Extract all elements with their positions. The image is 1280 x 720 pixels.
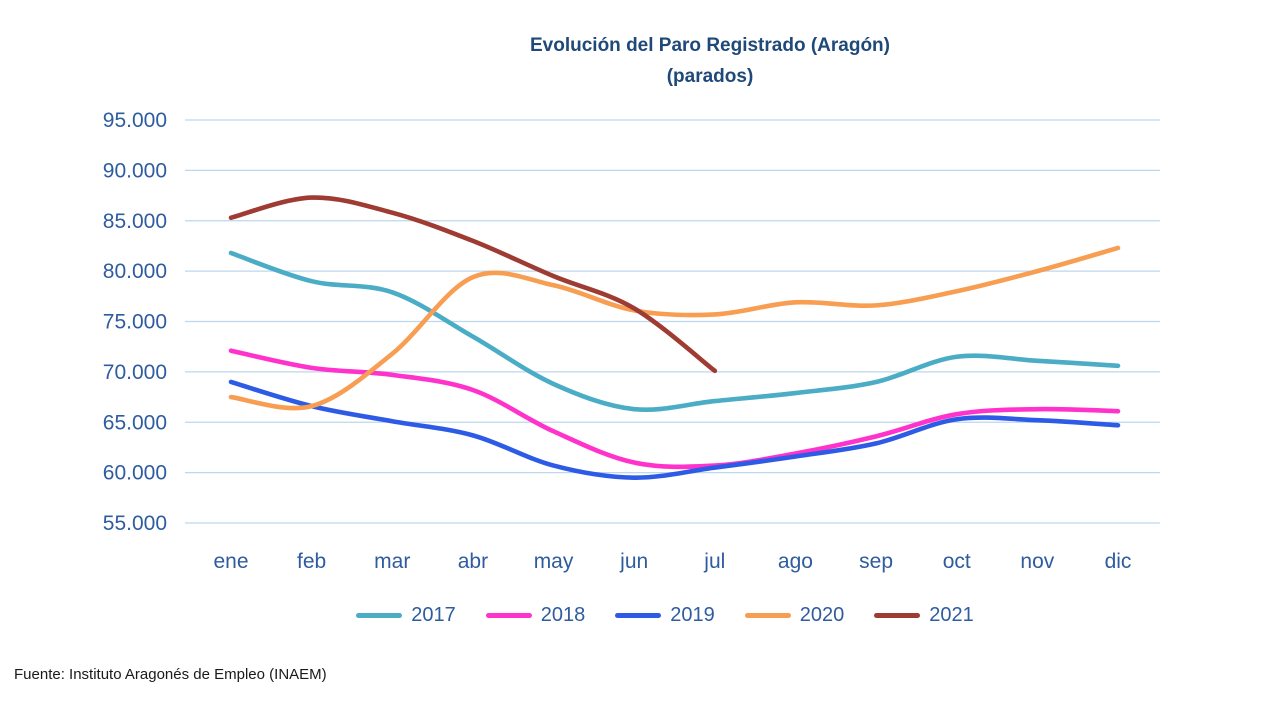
x-axis-label: abr <box>458 550 488 573</box>
y-axis-label: 55.000 <box>103 512 167 535</box>
chart-legend: 2017 2018 2019 2020 2021 <box>25 604 1280 627</box>
y-axis-label: 65.000 <box>103 411 167 434</box>
x-axis-label: ago <box>778 550 813 573</box>
x-axis-label: ene <box>213 550 248 573</box>
chart-title-line1: Evolución del Paro Registrado (Aragón) <box>530 35 890 56</box>
legend-swatch-2019 <box>615 613 662 618</box>
x-axis-label: feb <box>297 550 326 573</box>
series-line-2019 <box>228 379 1121 480</box>
legend-item-2018: 2018 <box>485 604 586 627</box>
chart-title: Evolución del Paro Registrado (Aragón) (… <box>0 30 1280 92</box>
legend-item-2020: 2020 <box>744 604 845 627</box>
x-axis-label: may <box>534 550 574 573</box>
series-line-2017 <box>228 250 1121 412</box>
y-axis-label: 80.000 <box>103 260 167 283</box>
series-line-2018 <box>228 348 1121 470</box>
legend-swatch-2020 <box>744 613 791 618</box>
series-line-2021 <box>228 195 718 374</box>
x-axis-label: jun <box>619 550 648 573</box>
x-axis-label: sep <box>859 550 893 573</box>
legend-label: 2021 <box>929 604 974 626</box>
x-axis-label: oct <box>943 550 971 573</box>
legend-label: 2020 <box>799 604 845 626</box>
y-axis-label: 75.000 <box>103 311 167 334</box>
legend-label: 2018 <box>540 604 586 626</box>
x-axis-label: dic <box>1105 550 1132 573</box>
legend-swatch-2017 <box>356 613 403 618</box>
x-axis-label: jul <box>703 550 725 573</box>
chart-title-line2: (parados) <box>666 66 754 87</box>
series-line-2020 <box>228 245 1121 411</box>
legend-label: 2019 <box>670 604 715 626</box>
legend-swatch-2018 <box>485 613 532 618</box>
legend-item-2021: 2021 <box>874 604 974 627</box>
y-axis-label: 90.000 <box>103 159 167 182</box>
legend-swatch-2021 <box>874 613 921 618</box>
y-axis-label: 95.000 <box>103 109 167 132</box>
legend-item-2019: 2019 <box>615 604 715 627</box>
source-note: Fuente: Instituto Aragonés de Empleo (IN… <box>14 666 327 683</box>
legend-label: 2017 <box>411 604 456 626</box>
x-axis-label: mar <box>374 550 410 573</box>
line-chart: 55.000 60.000 65.000 70.000 75.000 80.000 85.0… <box>103 109 1160 573</box>
y-axis-label: 60.000 <box>103 462 167 485</box>
x-axis-label: nov <box>1020 550 1054 573</box>
y-axis-label: 70.000 <box>103 361 167 384</box>
y-axis-label: 85.000 <box>103 210 167 233</box>
legend-item-2017: 2017 <box>356 604 456 627</box>
